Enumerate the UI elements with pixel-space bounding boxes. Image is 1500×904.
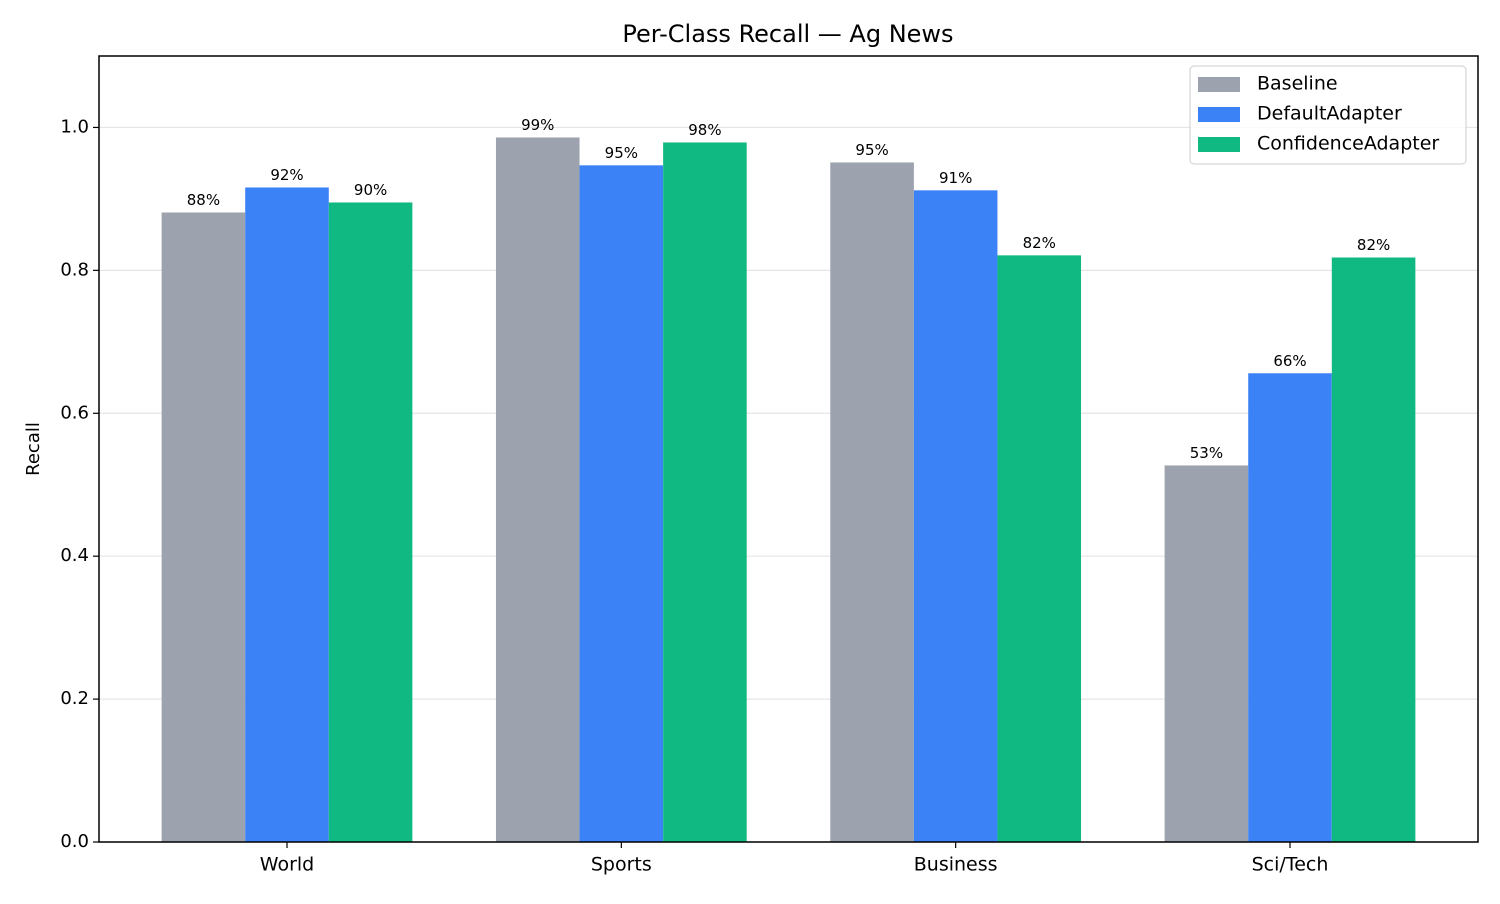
legend-label: Baseline (1257, 73, 1338, 95)
x-tick-label: Business (914, 854, 998, 876)
chart-title: Per-Class Recall — Ag News (622, 20, 953, 48)
x-tick-label: Sports (591, 854, 652, 876)
value-label: 98% (688, 121, 721, 139)
value-label: 53% (1190, 444, 1223, 462)
value-label: 99% (521, 116, 554, 134)
bar (1164, 465, 1249, 842)
value-label: 66% (1273, 352, 1306, 370)
bar (495, 137, 580, 842)
bar (913, 190, 998, 843)
y-axis-label: Recall (23, 422, 44, 476)
value-label: 91% (939, 169, 972, 187)
value-label: 92% (270, 166, 303, 184)
bar (663, 142, 747, 842)
value-label: 82% (1357, 236, 1390, 254)
bar (830, 162, 914, 842)
value-label: 90% (354, 181, 387, 199)
bar (328, 202, 413, 842)
legend-label: DefaultAdapter (1257, 103, 1402, 125)
y-tick-label: 0.0 (60, 831, 89, 852)
y-tick-label: 1.0 (60, 116, 89, 137)
legend-swatch (1198, 77, 1240, 92)
bar (1331, 257, 1416, 842)
plot-frame (98, 55, 1479, 843)
value-label: 82% (1023, 234, 1056, 252)
y-tick-label: 0.6 (60, 402, 89, 423)
bar (161, 212, 246, 842)
legend-box (1189, 65, 1467, 165)
bar (1248, 373, 1332, 842)
value-label: 88% (187, 191, 220, 209)
bar (997, 255, 1082, 843)
y-tick-label: 0.4 (60, 545, 89, 566)
bar (245, 187, 329, 842)
value-label: 95% (855, 141, 888, 159)
value-label: 95% (605, 144, 638, 162)
y-tick-label: 0.2 (60, 688, 89, 709)
x-tick-label: Sci/Tech (1252, 854, 1329, 876)
y-tick-label: 0.8 (60, 259, 89, 280)
legend-label: ConfidenceAdapter (1257, 133, 1439, 155)
x-tick-label: World (260, 854, 314, 876)
legend-swatch (1198, 137, 1240, 152)
bar (579, 165, 664, 843)
legend-swatch (1198, 107, 1240, 122)
